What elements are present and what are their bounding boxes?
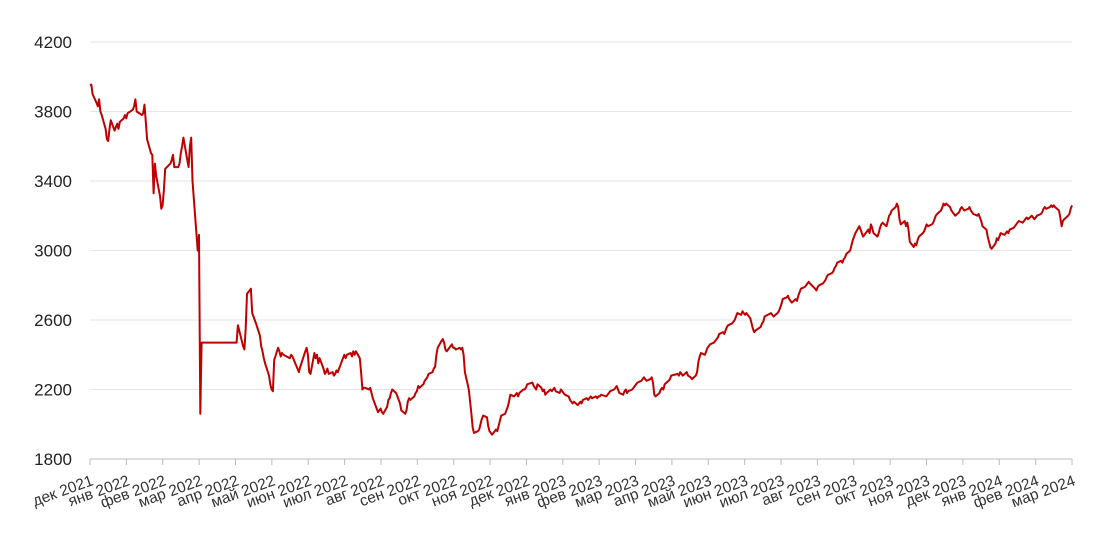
y-tick-label: 4200 (34, 33, 72, 52)
series-line (89, 83, 1073, 436)
y-tick-label: 2200 (34, 381, 72, 400)
y-tick-label: 3000 (34, 242, 72, 261)
y-tick-label: 3800 (34, 103, 72, 122)
y-tick-label: 2600 (34, 311, 72, 330)
y-tick-label: 1800 (34, 450, 72, 469)
series-layer (89, 83, 1073, 436)
y-tick-label: 3400 (34, 172, 72, 191)
y-axis: 1800 2200 2600 3000 3400 3800 4200 (34, 33, 72, 469)
